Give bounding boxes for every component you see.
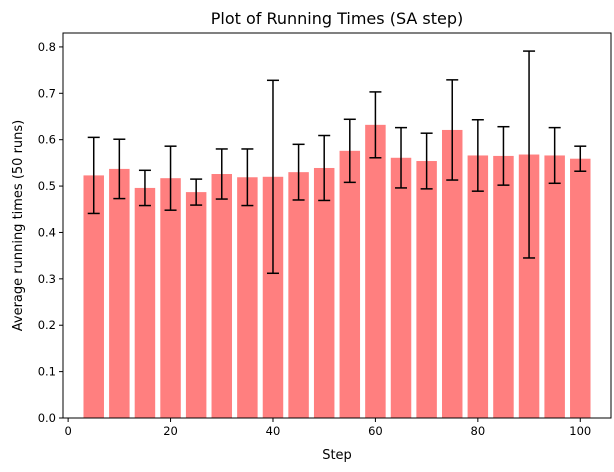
y-tick-label: 0.5 <box>38 179 56 193</box>
y-tick-label: 0.8 <box>38 40 56 54</box>
x-tick-label: 80 <box>471 424 486 438</box>
bar <box>518 154 540 418</box>
bar <box>288 172 309 418</box>
bar <box>185 192 207 418</box>
bar <box>544 155 565 418</box>
bars-group <box>83 124 591 419</box>
error-bars-group <box>87 50 587 275</box>
bar <box>109 168 130 418</box>
bar <box>339 150 361 418</box>
bar <box>493 155 514 418</box>
bar <box>134 187 156 418</box>
x-tick-label: 20 <box>163 424 178 438</box>
bar <box>262 176 284 418</box>
y-axis: 0.0 0.1 0.2 0.3 0.4 0.5 0.6 0.7 0.8 <box>38 40 63 425</box>
y-tick-label: 0.1 <box>38 365 56 379</box>
bar <box>160 178 181 418</box>
y-tick-label: 0.7 <box>38 86 56 100</box>
y-tick-label: 0.6 <box>38 133 56 147</box>
bar <box>365 124 386 418</box>
bar <box>390 157 412 419</box>
y-tick-label: 0.3 <box>38 272 56 286</box>
chart-title: Plot of Running Times (SA step) <box>211 9 464 28</box>
y-tick-label: 0.4 <box>38 225 56 239</box>
x-tick-label: 100 <box>569 424 591 438</box>
bar <box>313 167 335 418</box>
bar <box>237 177 258 418</box>
y-tick-label: 0.2 <box>38 318 56 332</box>
x-tick-label: 0 <box>64 424 71 438</box>
bar <box>570 158 591 418</box>
y-axis-label: Average running times (50 runs) <box>11 120 26 332</box>
x-tick-label: 60 <box>368 424 383 438</box>
plot-frame <box>62 32 612 419</box>
bar <box>467 155 489 418</box>
bar <box>416 161 437 418</box>
x-axis: 0 20 40 60 80 100 <box>64 418 591 438</box>
bar <box>441 129 463 418</box>
bar <box>83 175 104 418</box>
y-tick-label: 0.0 <box>38 411 56 425</box>
x-tick-label: 40 <box>266 424 281 438</box>
bar <box>211 174 233 418</box>
x-axis-label: Step <box>322 448 352 463</box>
